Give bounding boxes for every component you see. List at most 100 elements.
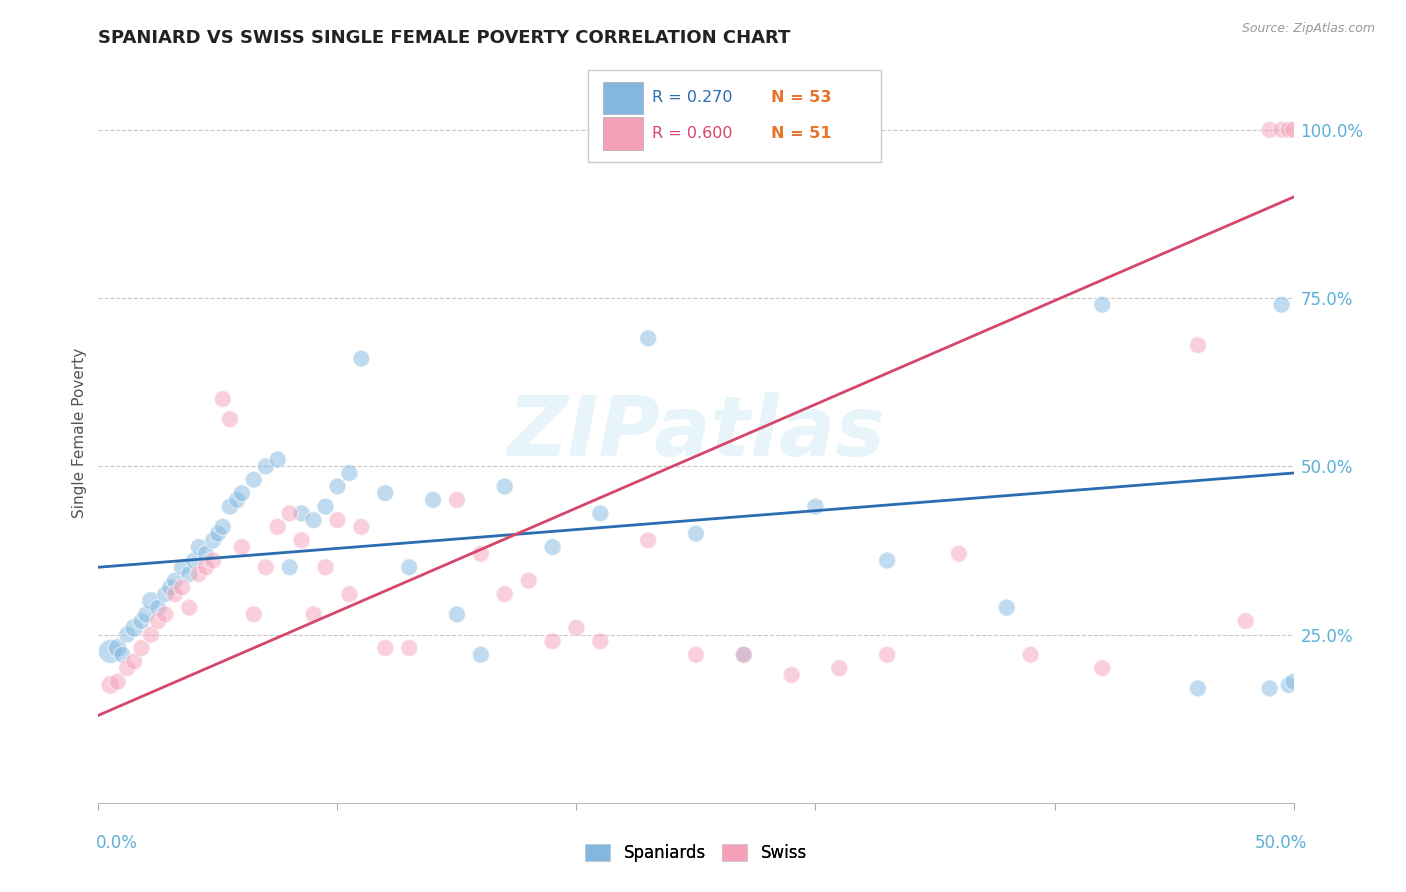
Point xyxy=(183,553,205,567)
Point xyxy=(339,466,361,480)
Point xyxy=(131,640,153,655)
Point xyxy=(326,479,349,493)
Point xyxy=(124,655,146,669)
Text: 50.0%: 50.0% xyxy=(1256,834,1308,852)
Legend: Spaniards, Swiss: Spaniards, Swiss xyxy=(578,837,814,869)
Point xyxy=(685,526,707,541)
Point xyxy=(107,640,129,655)
Point xyxy=(565,621,588,635)
Point xyxy=(159,581,181,595)
Point xyxy=(211,392,233,406)
Point xyxy=(219,500,242,514)
Point xyxy=(107,674,129,689)
Point xyxy=(98,678,122,692)
Point xyxy=(948,547,970,561)
Point xyxy=(267,452,290,467)
Point xyxy=(163,574,186,588)
Point xyxy=(302,607,325,622)
Point xyxy=(685,648,707,662)
Point xyxy=(1258,122,1281,136)
Point xyxy=(124,621,146,635)
Text: SPANIARD VS SWISS SINGLE FEMALE POVERTY CORRELATION CHART: SPANIARD VS SWISS SINGLE FEMALE POVERTY … xyxy=(98,29,790,47)
Point xyxy=(155,587,177,601)
Point xyxy=(1019,648,1042,662)
Point xyxy=(804,500,827,514)
Y-axis label: Single Female Poverty: Single Female Poverty xyxy=(72,348,87,517)
FancyBboxPatch shape xyxy=(603,117,644,150)
Point xyxy=(995,600,1018,615)
Point xyxy=(111,648,134,662)
Point xyxy=(422,492,444,507)
Point xyxy=(1282,122,1305,136)
Point xyxy=(115,661,138,675)
Point xyxy=(374,486,396,500)
Point xyxy=(494,479,516,493)
Point xyxy=(1187,681,1209,696)
Point xyxy=(494,587,516,601)
Point xyxy=(1234,614,1257,628)
Point xyxy=(207,526,229,541)
Text: N = 51: N = 51 xyxy=(772,126,832,141)
Point xyxy=(148,600,170,615)
Point xyxy=(172,581,194,595)
FancyBboxPatch shape xyxy=(589,70,882,162)
Text: R = 0.270: R = 0.270 xyxy=(652,90,733,105)
Point xyxy=(315,500,337,514)
Point xyxy=(302,513,325,527)
Point xyxy=(398,560,420,574)
Point xyxy=(589,507,612,521)
Point xyxy=(326,513,349,527)
Point xyxy=(1091,661,1114,675)
Point xyxy=(541,540,564,554)
Text: Source: ZipAtlas.com: Source: ZipAtlas.com xyxy=(1241,22,1375,36)
Point xyxy=(470,648,492,662)
Point xyxy=(339,587,361,601)
Point xyxy=(876,648,898,662)
Point xyxy=(350,520,373,534)
Point xyxy=(139,594,162,608)
Point xyxy=(231,486,253,500)
Point xyxy=(219,412,242,426)
Point xyxy=(541,634,564,648)
Point xyxy=(1187,338,1209,352)
Point xyxy=(278,507,301,521)
Text: ZIPatlas: ZIPatlas xyxy=(508,392,884,473)
Point xyxy=(637,331,659,345)
Point xyxy=(470,547,492,561)
Point xyxy=(187,566,209,581)
Point xyxy=(828,661,851,675)
Point xyxy=(1278,678,1301,692)
Point xyxy=(115,627,138,641)
Text: R = 0.600: R = 0.600 xyxy=(652,126,733,141)
Point xyxy=(131,614,153,628)
Point xyxy=(254,459,277,474)
Point xyxy=(98,644,122,658)
Point xyxy=(179,566,201,581)
FancyBboxPatch shape xyxy=(603,82,644,114)
Point xyxy=(267,520,290,534)
Point xyxy=(148,614,170,628)
Point xyxy=(195,547,218,561)
Point xyxy=(243,473,266,487)
Point xyxy=(155,607,177,622)
Point xyxy=(398,640,420,655)
Point xyxy=(374,640,396,655)
Point xyxy=(231,540,253,554)
Point xyxy=(589,634,612,648)
Point xyxy=(446,492,468,507)
Point xyxy=(1091,298,1114,312)
Point xyxy=(291,507,314,521)
Point xyxy=(876,553,898,567)
Point xyxy=(291,533,314,548)
Point xyxy=(1278,122,1301,136)
Point xyxy=(179,600,201,615)
Point xyxy=(733,648,755,662)
Point xyxy=(226,492,249,507)
Point xyxy=(1258,681,1281,696)
Point xyxy=(202,533,225,548)
Point xyxy=(172,560,194,574)
Point xyxy=(187,540,209,554)
Point xyxy=(733,648,755,662)
Point xyxy=(211,520,233,534)
Text: 0.0%: 0.0% xyxy=(96,834,138,852)
